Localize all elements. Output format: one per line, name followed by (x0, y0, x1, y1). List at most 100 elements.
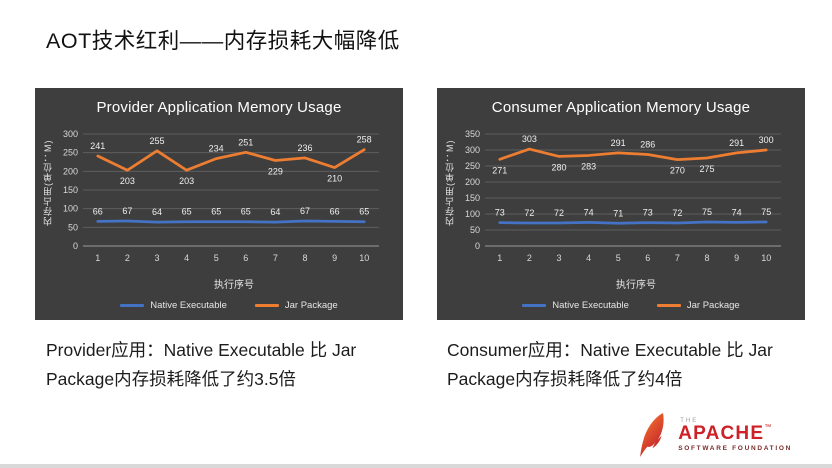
apache-logo: THE APACHE™ SOFTWARE FOUNDATION (637, 412, 792, 458)
svg-text:10: 10 (359, 253, 369, 263)
svg-text:150: 150 (465, 193, 480, 203)
consumer-x-axis-title: 执行序号 (616, 280, 656, 291)
apache-wordmark: APACHE (678, 423, 765, 445)
svg-text:291: 291 (611, 138, 626, 148)
svg-text:73: 73 (643, 208, 653, 218)
svg-text:291: 291 (729, 138, 744, 148)
svg-text:210: 210 (327, 174, 342, 184)
svg-text:3: 3 (154, 253, 159, 263)
slide-title: AOT技术红利——内存损耗大幅降低 (46, 29, 400, 53)
svg-text:1: 1 (95, 253, 100, 263)
consumer-legend: Native Executable Jar Package (437, 300, 805, 311)
svg-text:64: 64 (152, 207, 162, 217)
provider-y-axis-title: 内存占用(单位：M) (43, 139, 53, 227)
provider-chart-body: 内存占用(单位：M) 0 50 100 150 200 250 300 1 2 3 4 5 6 7 8 9 10… (35, 120, 403, 278)
svg-text:200: 200 (465, 177, 480, 187)
legend-item-native-executable: Native Executable (522, 300, 629, 311)
svg-text:67: 67 (122, 206, 132, 216)
jar-package-line-swatch (254, 304, 279, 307)
svg-text:150: 150 (63, 185, 78, 195)
svg-text:66: 66 (330, 206, 340, 216)
provider-legend: Native Executable Jar Package (35, 300, 403, 311)
legend-item-native-executable: Native Executable (120, 300, 227, 311)
svg-text:66: 66 (93, 206, 103, 216)
svg-text:100: 100 (465, 209, 480, 219)
legend-label-jar-package: Jar Package (284, 300, 338, 311)
svg-text:71: 71 (613, 208, 623, 218)
legend-label-native-executable: Native Executable (552, 300, 629, 311)
native-executable-line-swatch (522, 304, 547, 307)
consumer-line-chart: 0 50 100 150 200 250 300 350 1 2 3 4 5 6 7 8 9 10 73 72 72 74… (465, 129, 781, 263)
svg-text:250: 250 (63, 148, 78, 158)
apache-logo-subtitle: SOFTWARE FOUNDATION (678, 444, 792, 452)
apache-feather-icon (640, 413, 664, 457)
svg-text:7: 7 (273, 253, 278, 263)
svg-text:50: 50 (68, 222, 78, 232)
consumer-caption: Consumer应用：Native Executable 比 Jar Packa… (447, 340, 773, 389)
svg-text:9: 9 (734, 253, 739, 263)
svg-text:1: 1 (497, 253, 502, 263)
svg-text:283: 283 (581, 161, 596, 171)
svg-text:73: 73 (495, 208, 505, 218)
svg-text:241: 241 (90, 141, 105, 151)
consumer-chart-title: Consumer Application Memory Usage (491, 99, 751, 116)
svg-text:7: 7 (675, 253, 680, 263)
svg-text:258: 258 (357, 135, 372, 145)
legend-label-native-executable: Native Executable (150, 300, 227, 311)
svg-text:300: 300 (465, 145, 480, 155)
svg-text:75: 75 (761, 207, 771, 217)
svg-text:5: 5 (616, 253, 621, 263)
svg-text:100: 100 (63, 204, 78, 214)
legend-label-jar-package: Jar Package (686, 300, 740, 311)
legend-item-jar-package: Jar Package (656, 300, 740, 311)
svg-text:2: 2 (125, 253, 130, 263)
apache-logo-text: THE APACHE™ SOFTWARE FOUNDATION (678, 418, 792, 452)
svg-text:275: 275 (699, 164, 714, 174)
svg-text:280: 280 (551, 162, 566, 172)
svg-text:200: 200 (63, 166, 78, 176)
svg-text:251: 251 (238, 137, 253, 147)
svg-text:72: 72 (554, 208, 564, 218)
svg-text:74: 74 (584, 207, 594, 217)
svg-text:203: 203 (120, 176, 135, 186)
svg-text:72: 72 (672, 208, 682, 218)
svg-text:300: 300 (63, 129, 78, 139)
svg-text:9: 9 (332, 253, 337, 263)
svg-text:229: 229 (268, 167, 283, 177)
svg-text:203: 203 (179, 176, 194, 186)
provider-caption: Provider应用：Native Executable 比 Jar Packa… (46, 340, 357, 389)
svg-text:234: 234 (209, 144, 224, 154)
svg-text:64: 64 (270, 207, 280, 217)
provider-chart-panel: Provider Application Memory Usage 内存占用(单… (35, 88, 403, 320)
svg-text:50: 50 (470, 225, 480, 235)
provider-x-axis-title: 执行序号 (214, 280, 254, 291)
consumer-chart-body: 内存占用(单位：M) 0 50 100 150 200 250 300 350 1 2 3 4 5 6 7 8… (437, 120, 805, 278)
svg-text:236: 236 (297, 143, 312, 153)
svg-text:75: 75 (702, 207, 712, 217)
provider-chart-title: Provider Application Memory Usage (96, 99, 342, 116)
svg-text:350: 350 (465, 129, 480, 139)
jar-package-line-swatch (656, 304, 681, 307)
svg-text:2: 2 (527, 253, 532, 263)
svg-text:286: 286 (640, 139, 655, 149)
svg-text:6: 6 (645, 253, 650, 263)
native-executable-line-swatch (120, 304, 145, 307)
svg-text:10: 10 (761, 253, 771, 263)
apache-logo-name: APACHE™ (678, 424, 792, 444)
svg-text:8: 8 (704, 253, 709, 263)
svg-text:3: 3 (556, 253, 561, 263)
svg-text:4: 4 (184, 253, 189, 263)
svg-text:300: 300 (759, 135, 774, 145)
svg-text:0: 0 (475, 241, 480, 251)
svg-text:65: 65 (211, 207, 221, 217)
svg-text:6: 6 (243, 253, 248, 263)
svg-text:8: 8 (302, 253, 307, 263)
svg-text:5: 5 (214, 253, 219, 263)
svg-text:271: 271 (492, 165, 507, 175)
legend-item-jar-package: Jar Package (254, 300, 338, 311)
svg-text:250: 250 (465, 161, 480, 171)
apache-logo-the: THE (680, 418, 699, 425)
svg-text:74: 74 (732, 207, 742, 217)
